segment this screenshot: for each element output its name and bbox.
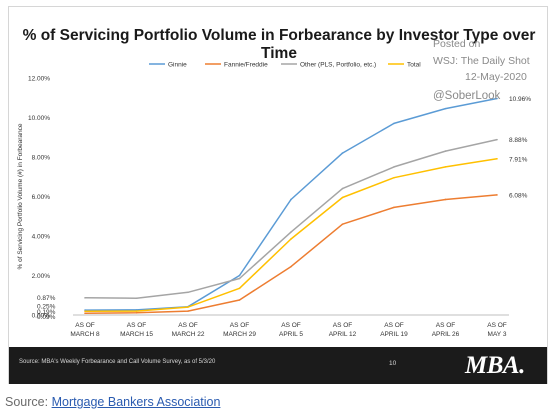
data-point: [238, 299, 241, 301]
footer-source-note: Source: MBA's Weekly Forbearance and Cal…: [19, 359, 216, 365]
watermark-date: 12-May-2020: [465, 71, 527, 83]
x-tick-label: AS OF: [178, 322, 198, 329]
x-tick-label: APRIL 5: [279, 331, 303, 338]
watermark-source: WSJ: The Daily Shot: [433, 55, 530, 67]
x-tick-label: AS OF: [281, 322, 301, 329]
data-point: [238, 277, 241, 280]
line-chart: 0.00% 2.00% 4.00% 6.00% 8.00% 10.00% 12.00% AS …: [17, 62, 531, 339]
legend-label: Total: [407, 62, 421, 69]
chart-title: % of Servicing Portfolio Volume in Forbe…: [22, 27, 536, 62]
data-point: [238, 287, 241, 290]
data-point: [187, 306, 189, 308]
y-axis-label: % of Servicing Portfolio Volume (#) in F…: [17, 123, 24, 269]
x-tick-label: MAY 3: [488, 331, 507, 338]
data-point: [290, 231, 292, 233]
x-tick-label: MARCH 29: [223, 331, 256, 338]
series-line-fannie-freddie: [84, 194, 498, 314]
source-credit: Source: Mortgage Bankers Association: [5, 395, 220, 409]
x-tick-label: APRIL 12: [329, 331, 357, 338]
series-line-ginnie: [84, 97, 498, 311]
x-tick-label: AS OF: [487, 322, 507, 329]
data-point: [187, 291, 189, 294]
y-tick-label: 4.00%: [32, 234, 51, 241]
data-point: [341, 152, 344, 154]
y-tick-label: 12.00%: [28, 76, 50, 83]
source-link[interactable]: Mortgage Bankers Association: [51, 395, 221, 409]
data-point: [496, 138, 498, 141]
start-value-label: 0.87%: [37, 295, 56, 302]
data-point: [84, 310, 86, 313]
y-tick-label: 0.00%: [32, 313, 51, 320]
y-tick-label: 2.00%: [32, 273, 51, 280]
data-point: [393, 176, 395, 179]
x-tick-label: MARCH 15: [120, 331, 153, 338]
data-point: [135, 297, 138, 300]
data-point: [341, 187, 344, 190]
x-tick-label: AS OF: [384, 322, 404, 329]
watermark-handle: @SoberLook: [433, 90, 501, 102]
x-tick-label: AS OF: [333, 322, 353, 329]
data-point: [290, 265, 292, 268]
data-point: [496, 97, 498, 100]
data-point: [444, 198, 447, 201]
data-point: [135, 309, 138, 311]
data-point: [341, 223, 344, 225]
end-value-label: 10.96%: [509, 96, 531, 103]
legend-label: Fannie/Freddie: [224, 62, 268, 69]
data-point: [393, 166, 395, 168]
data-point: [84, 297, 86, 299]
x-tick-label: MARCH 8: [70, 331, 100, 338]
y-tick-label: 6.00%: [32, 194, 51, 201]
data-point: [496, 157, 498, 160]
x-tick-label: AS OF: [127, 322, 147, 329]
data-point: [341, 196, 344, 199]
source-label: Source:: [5, 395, 49, 409]
start-value-label: 0.19%: [37, 309, 56, 316]
data-point: [444, 150, 447, 152]
data-point: [135, 312, 138, 314]
x-tick-label: APRIL 26: [432, 331, 460, 338]
slide-footer: Source: MBA's Weekly Forbearance and Cal…: [9, 347, 547, 384]
data-point: [496, 194, 498, 196]
mba-logo: MBA.: [465, 352, 525, 379]
x-tick-label: APRIL 19: [380, 331, 408, 338]
start-value-label: 0.09%: [37, 314, 56, 321]
y-tick-label: 8.00%: [32, 155, 51, 162]
data-point: [84, 312, 86, 315]
end-value-label: 7.91%: [509, 156, 528, 163]
data-point: [290, 198, 292, 201]
legend-label: Ginnie: [168, 62, 187, 69]
x-tick-label: AS OF: [436, 322, 456, 329]
data-point: [135, 310, 138, 312]
series-line-total: [84, 158, 498, 312]
x-tick-label: MARCH 22: [172, 331, 205, 338]
data-point: [444, 166, 447, 168]
series-line-other-pls-portfolio-etc-: [84, 138, 498, 299]
data-point: [187, 310, 189, 312]
footer-page-number: 10: [389, 360, 397, 367]
x-tick-label: AS OF: [230, 322, 250, 329]
end-value-label: 6.08%: [509, 192, 528, 199]
end-value-label: 8.88%: [509, 137, 528, 144]
data-point: [238, 274, 241, 277]
data-point: [393, 122, 395, 125]
watermark-posted-on: Posted on: [433, 38, 481, 50]
start-value-label: 0.25%: [37, 304, 56, 311]
legend-label: Other (PLS, Portfolio, etc.): [300, 62, 376, 69]
data-point: [444, 107, 447, 110]
data-point: [290, 238, 292, 240]
x-tick-label: AS OF: [75, 322, 95, 329]
y-tick-label: 10.00%: [28, 115, 50, 122]
data-point: [393, 206, 395, 209]
chart-slide: % of Servicing Portfolio Volume in Forbe…: [8, 6, 548, 384]
